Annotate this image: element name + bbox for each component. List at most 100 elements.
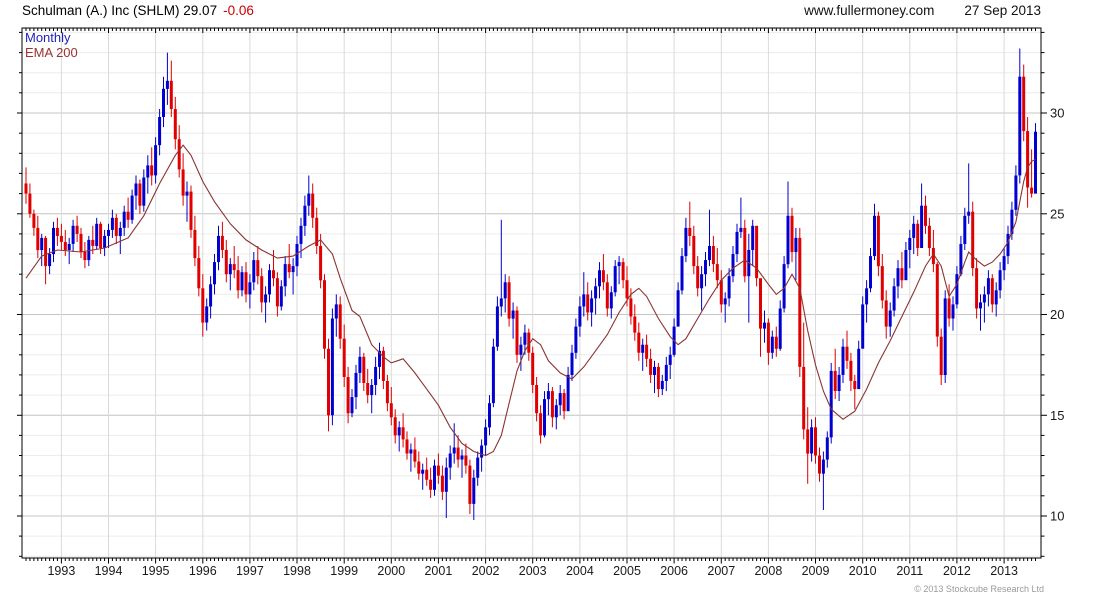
price-bar (232, 246, 236, 279)
price-bar (833, 348, 837, 400)
price-bar (982, 286, 986, 323)
price-bar (869, 248, 872, 293)
price-bar (429, 467, 433, 498)
price-bar (110, 209, 114, 238)
x-tick-label: 1993 (47, 564, 75, 578)
price-bar (546, 383, 550, 416)
price-bar (782, 256, 786, 313)
price-bar (1034, 123, 1037, 194)
price-bar (880, 254, 884, 309)
price-bar (307, 175, 311, 216)
price-bar (327, 338, 330, 432)
y-tick-label: 25 (1050, 206, 1064, 221)
price-bar (448, 445, 452, 480)
price-bar (900, 252, 904, 289)
price-bar (778, 300, 782, 351)
price-bar (122, 205, 126, 236)
price-bar (849, 352, 853, 392)
price-bar (315, 207, 319, 254)
price-bar (354, 364, 358, 410)
price-bar (649, 348, 653, 383)
price-bar (668, 346, 672, 379)
price-bar (444, 457, 448, 518)
price-bar (645, 334, 649, 367)
price-bar (358, 346, 362, 383)
price-bar (319, 233, 323, 289)
price-bar (947, 284, 951, 327)
price-bar (177, 125, 181, 178)
price-bar (491, 338, 495, 408)
price-bar (256, 246, 260, 285)
price-bar (472, 469, 476, 520)
price-bar (751, 219, 755, 267)
price-bar (515, 306, 519, 363)
price-bar (385, 374, 389, 412)
price-bar (1030, 149, 1034, 198)
price-bar (193, 215, 197, 267)
price-bar (609, 286, 613, 319)
price-bar (366, 368, 370, 404)
price-bar (189, 185, 193, 238)
price-bar (598, 262, 601, 299)
price-bar (228, 258, 232, 291)
price-bar (865, 280, 869, 323)
grid-layer (22, 28, 1041, 558)
price-bar (130, 189, 134, 224)
price-bar (637, 322, 641, 361)
price-bar (884, 290, 888, 339)
price-bar (252, 252, 256, 291)
price-bar (735, 223, 739, 263)
price-bar (519, 336, 523, 371)
price-bar (421, 463, 425, 490)
price-bar (531, 346, 535, 394)
price-bar (747, 233, 751, 323)
price-bar (303, 195, 307, 236)
price-bar (790, 207, 794, 263)
price-bar (692, 225, 696, 275)
price-bar (40, 233, 44, 267)
price-bar (154, 137, 158, 184)
price-bar (480, 439, 484, 472)
price-bar (401, 413, 405, 448)
price-bar (562, 389, 566, 420)
price-bar (165, 52, 169, 105)
price-bar (1022, 64, 1026, 142)
price-bar (786, 181, 790, 269)
price-bar (656, 362, 660, 398)
price-bar (417, 451, 421, 480)
price-bar (264, 286, 268, 323)
price-bar (381, 346, 385, 390)
price-bar (197, 246, 201, 297)
price-bar (719, 270, 723, 313)
price-bar (704, 252, 707, 287)
price-bar (774, 326, 778, 357)
price-bar (138, 179, 142, 214)
price-bar (209, 276, 213, 319)
price-bar (543, 391, 546, 438)
price-bar (334, 294, 338, 337)
x-tick-label: 1994 (95, 564, 123, 578)
price-bar (904, 242, 908, 281)
price-bar (468, 459, 472, 514)
chart-header-right: www.fullermoney.com 27 Sep 2013 (804, 3, 1041, 18)
price-bar (743, 219, 747, 283)
price-bar (142, 169, 146, 212)
price-bar (268, 264, 271, 303)
x-tick-label: 2009 (802, 564, 830, 578)
x-tick-label: 1997 (236, 564, 264, 578)
x-tick-label: 2008 (754, 564, 782, 578)
price-bar (641, 338, 645, 371)
price-bar (590, 290, 594, 327)
price-bar (59, 223, 63, 250)
price-bar (338, 296, 342, 349)
price-bar (378, 342, 381, 379)
price-bar (440, 465, 444, 500)
price-bar (1006, 225, 1010, 265)
price-bar (220, 221, 224, 259)
price-bar (586, 282, 590, 321)
axis-ticks (17, 28, 1047, 564)
price-bar (684, 217, 688, 263)
price-bar (397, 421, 401, 452)
price-bar (582, 272, 586, 317)
